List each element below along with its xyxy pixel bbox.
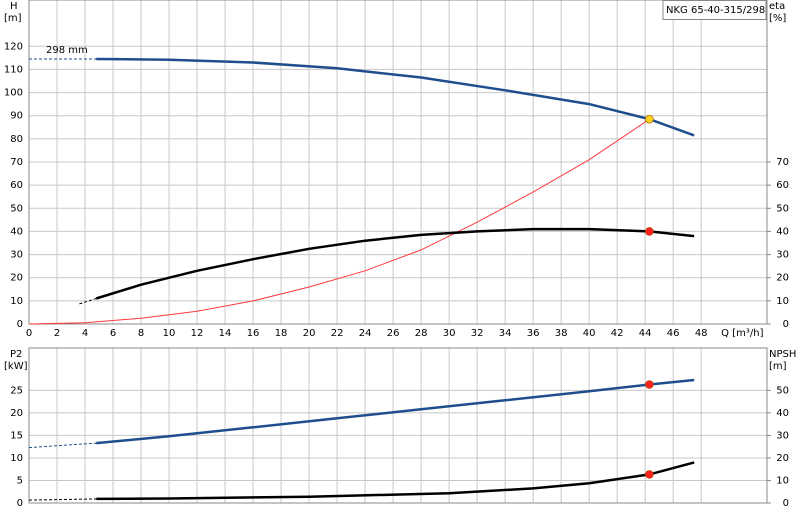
y2-tick-label: 0 [783,319,789,330]
x-tick-label: 34 [499,328,512,339]
y-tick-label: 80 [10,134,23,145]
curve [96,57,695,137]
operating-point [645,227,654,236]
curve [96,378,695,445]
y2-tick-label: 50 [776,385,789,396]
y-tick-label: 10 [10,453,23,464]
y-tick-label: 100 [4,88,23,99]
title-box [662,0,767,20]
operating-point [645,470,654,479]
y2-tick-label: 50 [776,203,789,214]
x-tick-label: 36 [527,328,540,339]
x-tick-label: 18 [275,328,288,339]
y-tick-label: 70 [10,157,23,168]
y2-tick-label: 70 [776,157,789,168]
x-tick-label: 42 [611,328,624,339]
y2-tick-label: 0 [783,498,789,509]
x-tick-label: 10 [163,328,176,339]
curve [96,461,695,501]
y-axis-unit: [m] [4,13,22,24]
operating-point [645,114,654,124]
y-axis-label: P2 [10,349,22,360]
x-tick-label: 30 [443,328,456,339]
y2-tick-label: 10 [776,296,789,307]
x-tick-label: 14 [219,328,232,339]
y-tick-label: 90 [10,111,23,122]
curve [28,442,97,449]
plot-frame [28,347,768,504]
y-tick-label: 110 [4,64,23,75]
y2-tick-label: 40 [776,408,789,419]
x-axis-label: Q [m³/h] [721,328,763,339]
x-tick-label: 0 [26,328,32,339]
y2-tick-label: 30 [776,430,789,441]
y-tick-label: 0 [17,319,23,330]
y-tick-label: 10 [10,296,23,307]
y2-tick-label: 20 [776,273,789,284]
curve [79,298,97,305]
x-tick-label: 28 [415,328,428,339]
y2-axis-unit: [m] [769,361,787,372]
x-tick-label: 6 [110,328,116,339]
y-tick-label: 40 [10,226,23,237]
y2-tick-label: 60 [776,180,789,191]
y2-axis-unit: [%] [769,13,786,24]
x-tick-label: 12 [191,328,204,339]
x-tick-label: 40 [583,328,596,339]
y2-axis-label: NPSH [769,349,796,360]
plot-frame [28,0,768,325]
x-tick-label: 32 [471,328,484,339]
curve [28,498,97,501]
x-tick-label: 24 [359,328,372,339]
x-tick-label: 16 [247,328,260,339]
y-tick-label: 20 [10,273,23,284]
x-tick-label: 26 [387,328,400,339]
y-tick-label: 5 [17,475,23,486]
y-tick-label: 20 [10,408,23,419]
x-tick-label: 44 [639,328,652,339]
x-tick-label: 38 [555,328,568,339]
y2-tick-label: 30 [776,250,789,261]
x-tick-label: 2 [54,328,60,339]
y-tick-label: 60 [10,180,23,191]
y-tick-label: 50 [10,203,23,214]
y2-tick-label: 40 [776,226,789,237]
y2-tick-label: 10 [776,475,789,486]
annotation: 298 mm [46,45,88,56]
x-tick-label: 46 [667,328,680,339]
curve [95,227,695,300]
y-axis-label: H [10,1,18,12]
y2-tick-label: 20 [776,453,789,464]
y-tick-label: 25 [10,385,23,396]
x-tick-label: 48 [695,328,708,339]
chart-title: NKG 65-40-315/298 [666,5,765,16]
x-tick-label: 4 [82,328,88,339]
curve [28,118,650,325]
y2-axis-label: eta [769,1,785,12]
y-tick-label: 120 [4,41,23,52]
y-tick-label: 30 [10,250,23,261]
y-axis-unit: [kW] [4,361,28,372]
y-tick-label: 15 [10,430,23,441]
x-tick-label: 20 [303,328,316,339]
y-tick-label: 0 [17,498,23,509]
operating-point [645,380,654,389]
x-tick-label: 8 [138,328,144,339]
x-tick-label: 22 [331,328,344,339]
